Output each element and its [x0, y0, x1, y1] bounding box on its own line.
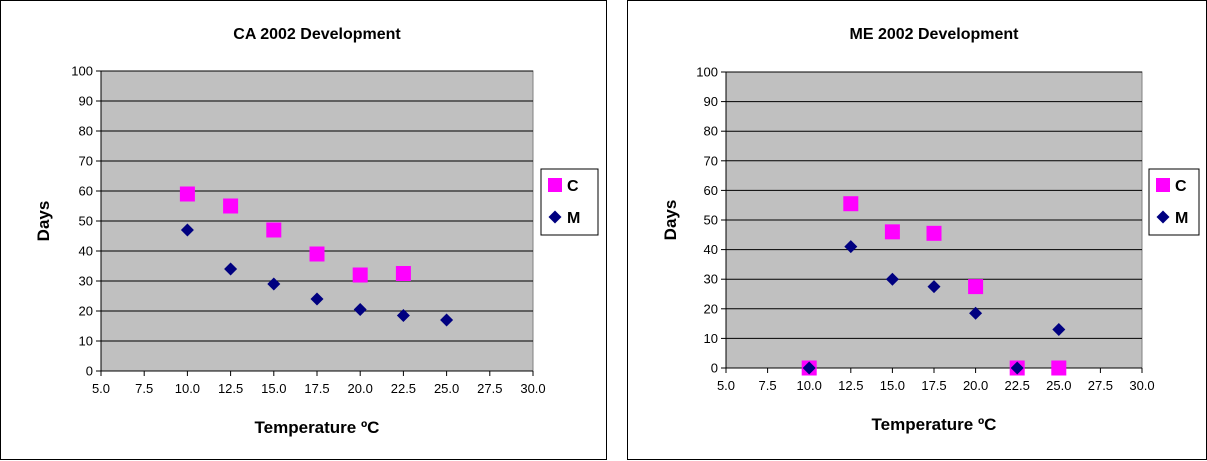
y-tick-label: 70: [704, 153, 718, 168]
data-point-m: [1052, 323, 1066, 337]
y-tick-label: 30: [79, 274, 93, 289]
x-tick-label: 27.5: [1088, 378, 1113, 393]
y-tick-label: 70: [79, 154, 93, 169]
y-tick-label: 80: [704, 124, 718, 139]
y-tick-label: 90: [79, 94, 93, 109]
y-tick-label: 40: [704, 242, 718, 257]
data-point-c: [1051, 360, 1067, 376]
legend-marker-m: [1156, 210, 1170, 224]
y-tick-label: 10: [79, 334, 93, 349]
data-point-c: [223, 198, 239, 214]
x-tick-label: 25.0: [1046, 378, 1071, 393]
x-axis-title: Temperature ºC: [872, 415, 997, 434]
y-tick-label: 0: [711, 361, 718, 376]
data-point-c: [179, 186, 195, 202]
x-tick-label: 17.5: [921, 378, 946, 393]
x-tick-label: 15.0: [261, 381, 286, 396]
y-tick-label: 90: [704, 94, 718, 109]
chart-ca-2002: CA 2002 Development 0 10 20 30 40 50 60 70 80 90 10…: [34, 26, 599, 437]
x-tick-label: 5.0: [92, 381, 110, 396]
x-tick-label: 12.5: [838, 378, 863, 393]
x-tick-label: 30.0: [1129, 378, 1154, 393]
y-axis-title: Days: [34, 201, 53, 242]
x-tick-label: 25.0: [434, 381, 459, 396]
data-point-m: [353, 303, 367, 316]
data-point-m: [802, 361, 816, 375]
y-tick-label: 30: [704, 272, 718, 287]
legend-label-m: M: [1175, 210, 1188, 227]
data-point-c: [884, 224, 900, 240]
data-point-c: [395, 266, 411, 281]
y-tick-label: 100: [71, 64, 93, 79]
x-tick-label: 17.5: [304, 381, 329, 396]
data-point-m: [844, 240, 858, 254]
x-tick-label: 15.0: [880, 378, 905, 393]
data-point-c: [968, 279, 984, 295]
y-tick-label: 10: [704, 331, 718, 346]
x-tick-label: 7.5: [759, 378, 777, 393]
data-point-m: [396, 309, 410, 322]
data-point-c: [843, 196, 859, 212]
x-tick-label: 7.5: [135, 381, 153, 396]
data-point-m: [180, 223, 194, 237]
data-point-c: [926, 225, 942, 241]
legend-marker-m: [548, 210, 562, 224]
data-point-m: [1010, 361, 1024, 375]
legend-label-c: C: [1175, 178, 1187, 195]
y-tick-label: 80: [79, 124, 93, 139]
y-tick-label: 50: [704, 213, 718, 228]
x-tick-label: 20.0: [963, 378, 988, 393]
y-tick-label: 40: [79, 244, 93, 259]
data-point-c: [266, 222, 282, 238]
x-tick-label: 5.0: [717, 378, 735, 393]
x-tick-label: 10.0: [175, 381, 200, 396]
data-point-m: [969, 306, 983, 320]
y-tick-label: 60: [704, 183, 718, 198]
legend-marker-c: [548, 178, 562, 192]
y-tick-label: 50: [79, 214, 93, 229]
y-tick-label: 20: [704, 301, 718, 316]
data-point-m: [267, 277, 281, 291]
x-tick-label: 12.5: [218, 381, 243, 396]
data-point-m: [927, 280, 941, 294]
legend-marker-c: [1156, 178, 1170, 192]
data-point-m: [224, 262, 238, 276]
x-tick-label: 27.5: [477, 381, 502, 396]
x-tick-label: 10.0: [797, 378, 822, 393]
chart-me-2002: ME 2002 Development 0 10 20 30 40 50 60 70 80 90 10…: [661, 26, 1200, 434]
legend-label-m: M: [567, 210, 580, 227]
x-axis-title: Temperature ºC: [255, 418, 380, 437]
data-point-c: [352, 267, 368, 283]
chart-panel-me: ME 2002 Development 0 10 20 30 40 50 60 70 80 90 10…: [627, 0, 1207, 460]
x-tick-label: 22.5: [391, 381, 416, 396]
chart-panel-ca: CA 2002 Development 0 10 20 30 40 50 60 70 80 90 10…: [0, 0, 607, 460]
data-point-c: [309, 246, 325, 262]
chart-title: ME 2002 Development: [850, 26, 1020, 43]
chart-title: CA 2002 Development: [233, 26, 401, 43]
legend-label-c: C: [567, 178, 579, 195]
y-axis-title: Days: [661, 200, 680, 241]
data-point-m: [310, 292, 324, 306]
y-tick-label: 20: [79, 304, 93, 319]
x-tick-label: 22.5: [1005, 378, 1030, 393]
y-tick-label: 100: [696, 65, 718, 80]
x-tick-label: 30.0: [520, 381, 545, 396]
x-tick-label: 20.0: [348, 381, 373, 396]
y-tick-label: 60: [79, 184, 93, 199]
data-point-m: [885, 272, 899, 286]
data-point-m: [440, 313, 454, 327]
y-tick-label: 0: [86, 364, 93, 379]
